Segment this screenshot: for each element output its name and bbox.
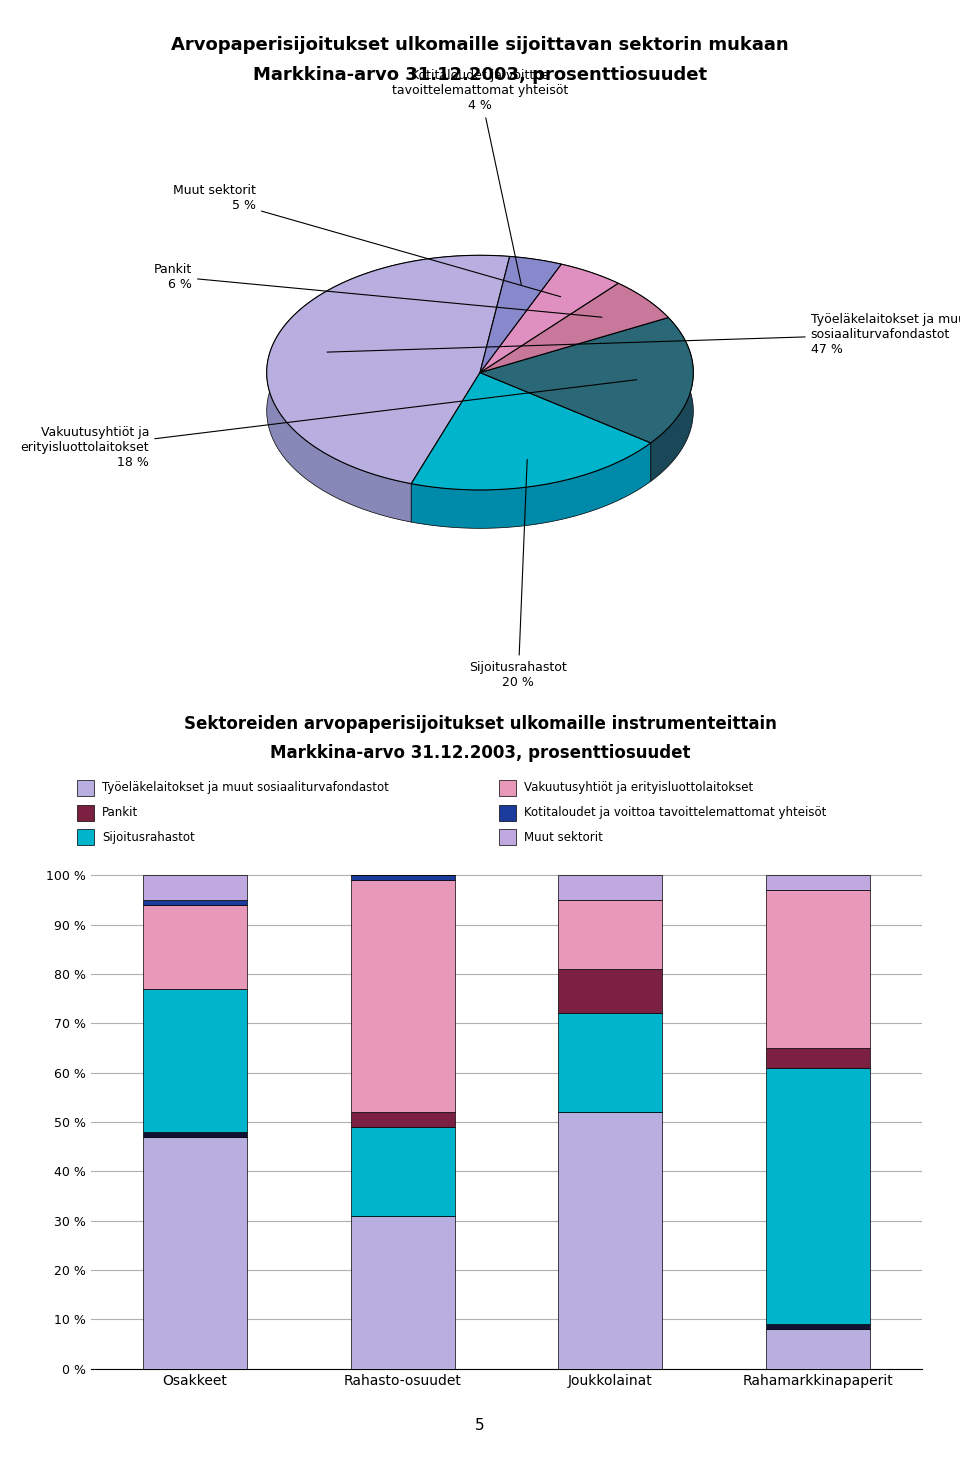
- Bar: [350, 1126, 454, 1215]
- Bar: [766, 1068, 870, 1325]
- Polygon shape: [480, 257, 562, 372]
- Text: Sijoitusrahastot: Sijoitusrahastot: [102, 832, 195, 843]
- Bar: [143, 905, 247, 989]
- Bar: [559, 1014, 662, 1112]
- Bar: [350, 875, 454, 880]
- Bar: [559, 900, 662, 969]
- Bar: [143, 989, 247, 1132]
- Polygon shape: [267, 255, 510, 522]
- Text: Pankit: Pankit: [102, 807, 138, 818]
- Text: 5: 5: [475, 1418, 485, 1433]
- Text: Muut sektorit: Muut sektorit: [524, 832, 603, 843]
- Text: Kotitaloudet ja voittoa tavoittelemattomat yhteisöt: Kotitaloudet ja voittoa tavoittelemattom…: [524, 807, 827, 818]
- Bar: [559, 1112, 662, 1369]
- Text: Arvopaperisijoitukset ulkomaille sijoittavan sektorin mukaan: Arvopaperisijoitukset ulkomaille sijoitt…: [171, 36, 789, 54]
- Bar: [143, 900, 247, 905]
- Text: Vakuutusyhtiöt ja erityisluottolaitokset: Vakuutusyhtiöt ja erityisluottolaitokset: [524, 782, 754, 794]
- Polygon shape: [480, 264, 618, 372]
- Text: Työeläkelaitokset ja muut
sosiaaliturvafondastot
47 %: Työeläkelaitokset ja muut sosiaaliturvaf…: [327, 312, 960, 356]
- Polygon shape: [267, 255, 510, 484]
- Bar: [766, 1048, 870, 1068]
- Polygon shape: [411, 372, 651, 490]
- Polygon shape: [480, 318, 693, 444]
- Text: Markkina-arvo 31.12.2003, prosenttiosuudet: Markkina-arvo 31.12.2003, prosenttiosuud…: [270, 744, 690, 762]
- Bar: [143, 1132, 247, 1137]
- Text: Muut sektorit
5 %: Muut sektorit 5 %: [173, 184, 561, 296]
- Text: Sektoreiden arvopaperisijoitukset ulkomaille instrumenteittain: Sektoreiden arvopaperisijoitukset ulkoma…: [183, 715, 777, 732]
- Bar: [766, 1329, 870, 1369]
- Bar: [766, 875, 870, 890]
- Bar: [559, 875, 662, 900]
- Bar: [559, 969, 662, 1014]
- Text: Sijoitusrahastot
20 %: Sijoitusrahastot 20 %: [469, 460, 567, 689]
- Polygon shape: [411, 444, 651, 528]
- Polygon shape: [651, 318, 693, 481]
- Text: Pankit
6 %: Pankit 6 %: [154, 263, 602, 317]
- Bar: [766, 890, 870, 1048]
- Text: Kotitaloudet ja voittoa
tavoittelemattomat yhteisöt
4 %: Kotitaloudet ja voittoa tavoittelemattom…: [392, 70, 568, 285]
- Polygon shape: [480, 283, 668, 372]
- Polygon shape: [618, 283, 668, 356]
- Bar: [350, 880, 454, 1112]
- Text: Markkina-arvo 31.12.2003, prosenttiosuudet: Markkina-arvo 31.12.2003, prosenttiosuud…: [252, 66, 708, 83]
- Polygon shape: [562, 264, 618, 321]
- Bar: [766, 1325, 870, 1329]
- Bar: [143, 1137, 247, 1369]
- Bar: [143, 875, 247, 900]
- Text: Työeläkelaitokset ja muut sosiaaliturvafondastot: Työeläkelaitokset ja muut sosiaaliturvaf…: [102, 782, 389, 794]
- Bar: [350, 1112, 454, 1126]
- Polygon shape: [510, 257, 562, 302]
- Text: Vakuutusyhtiöt ja
erityisluottolaitokset
18 %: Vakuutusyhtiöt ja erityisluottolaitokset…: [21, 379, 636, 468]
- Bar: [350, 1215, 454, 1369]
